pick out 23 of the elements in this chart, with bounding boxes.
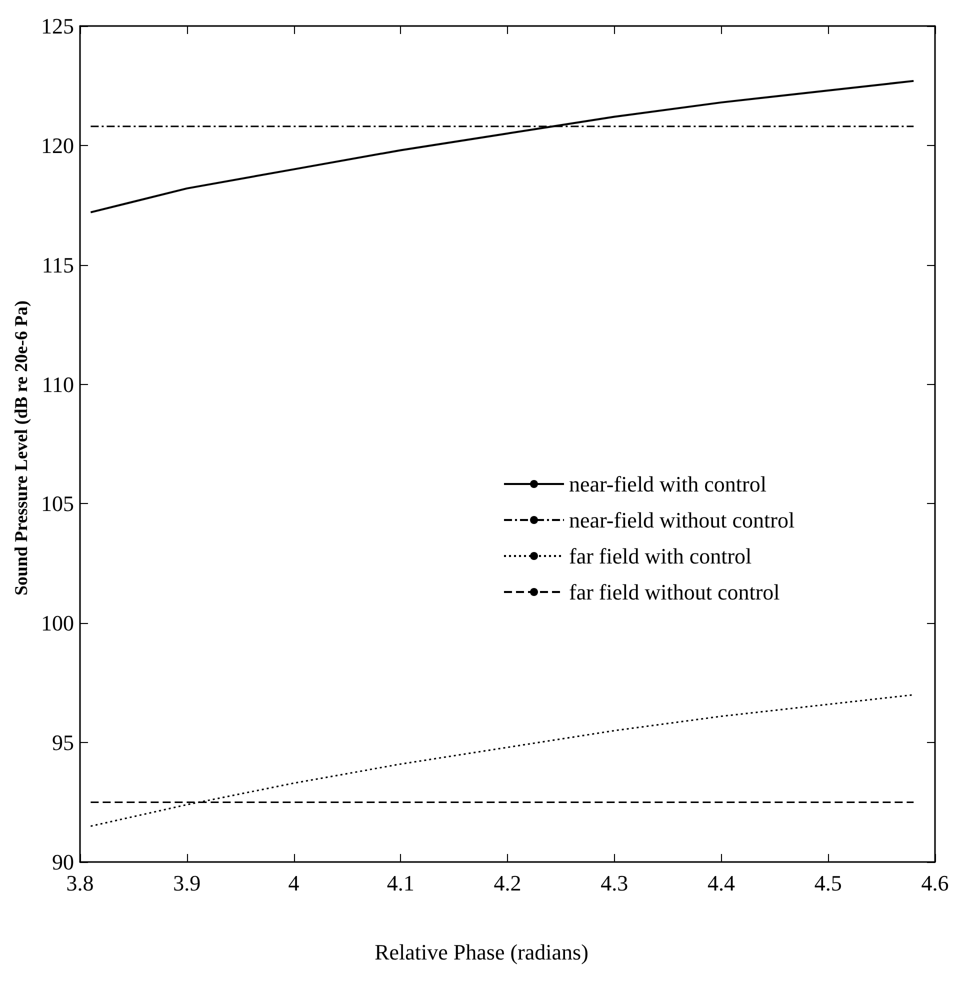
y-tick-label: 115 — [42, 252, 74, 278]
x-tick-label: 4.5 — [814, 870, 842, 896]
x-tick-label: 4.1 — [386, 870, 414, 896]
x-tick-label: 3.9 — [173, 870, 201, 896]
y-tick-label: 120 — [41, 132, 74, 158]
x-axis-title: Relative Phase (radians) — [374, 940, 588, 964]
x-tick-label: 4 — [288, 870, 300, 896]
line-series — [90, 694, 914, 827]
line-series — [90, 80, 915, 214]
x-tick-label: 4.4 — [708, 870, 735, 896]
y-axis-title: Sound Pressure Level (dB re 20e-6 Pa) — [11, 300, 31, 596]
x-tick-label: 4.6 — [921, 870, 949, 896]
legend-label: far field without control — [569, 580, 780, 604]
legend-label: near-field without control — [569, 508, 795, 532]
y-tick-label: 125 — [41, 14, 74, 38]
y-tick-label: 110 — [42, 372, 74, 397]
y-tick-label: 105 — [41, 491, 74, 516]
legend-label: far field with control — [569, 544, 752, 568]
x-tick-label: 4.3 — [600, 870, 628, 896]
x-tick-label: 4.2 — [494, 870, 522, 896]
y-tick-label: 95 — [52, 730, 74, 756]
y-tick-label: 100 — [41, 610, 74, 636]
legend-label: near-field with control — [569, 472, 766, 496]
